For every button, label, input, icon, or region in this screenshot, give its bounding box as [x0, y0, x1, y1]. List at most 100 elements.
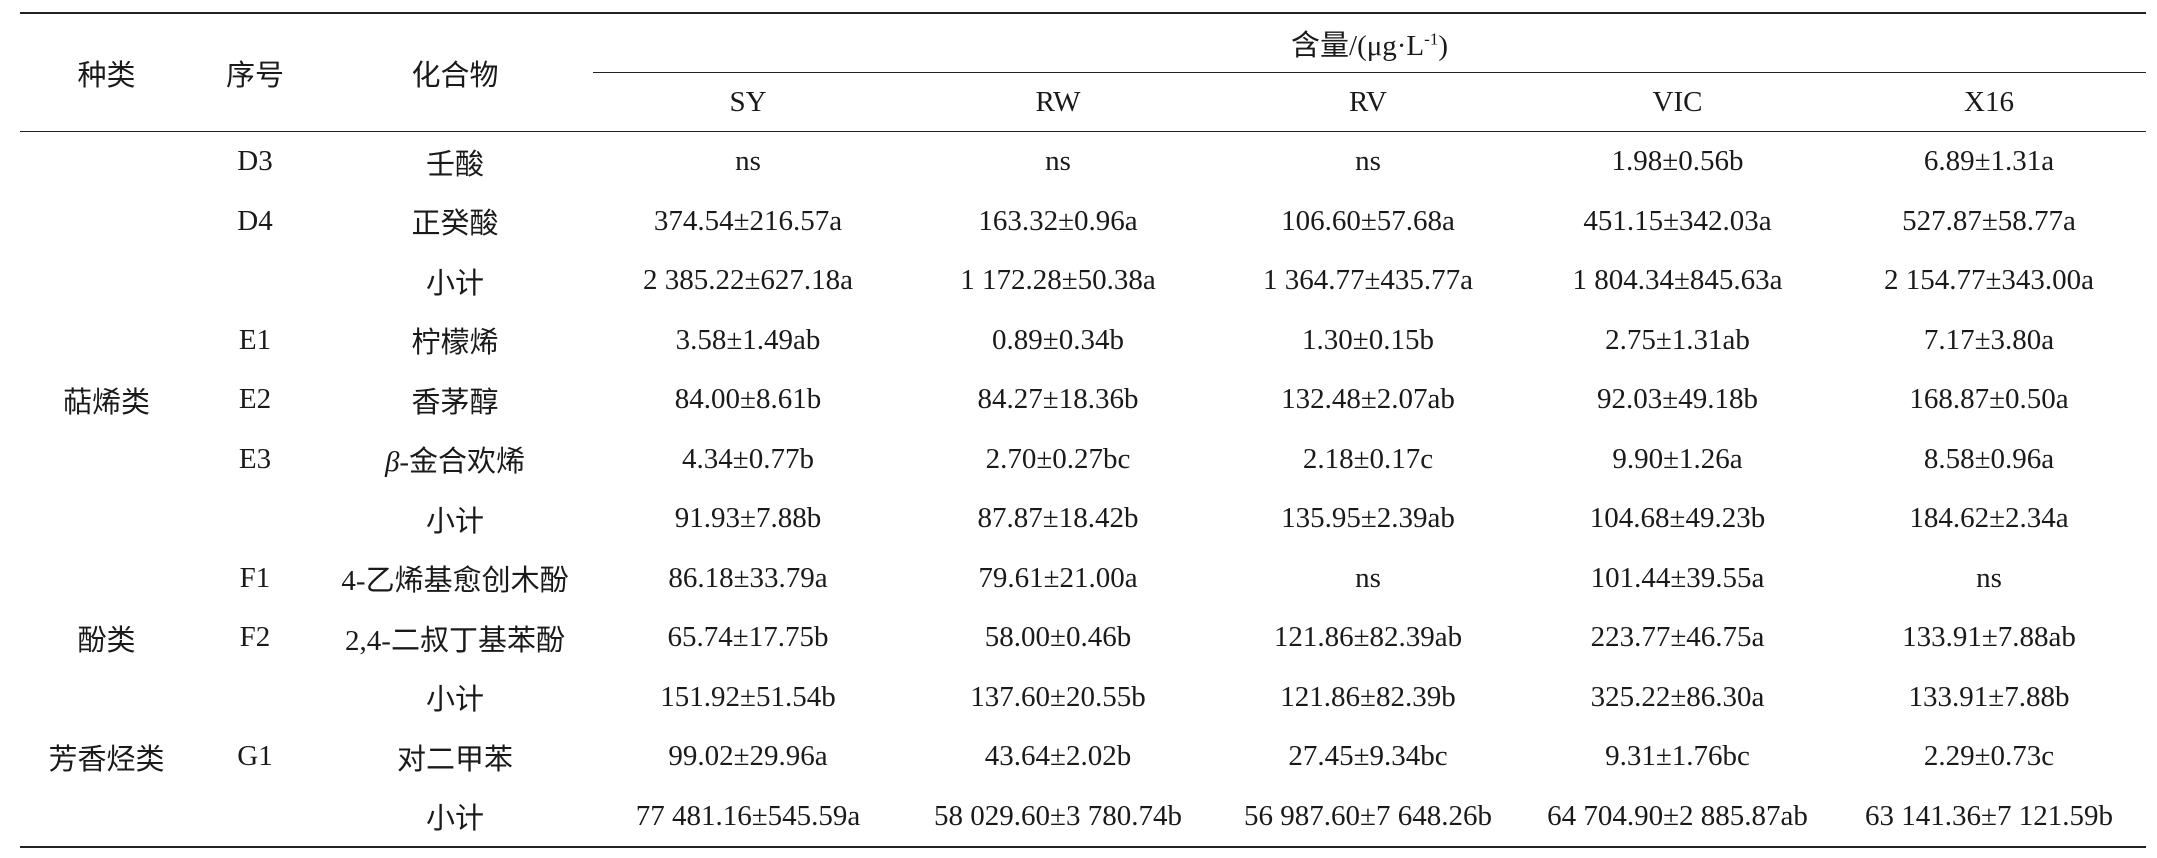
- header-sample: RV: [1349, 85, 1387, 118]
- id-cell: [193, 668, 317, 728]
- type-cell: [20, 132, 193, 192]
- id-cell: [193, 251, 317, 311]
- type-cell: [20, 787, 193, 848]
- value-cell: 135.95±2.39ab: [1281, 502, 1455, 535]
- compound-cell: 小计: [425, 684, 484, 717]
- type-cell: 酚类: [77, 624, 136, 657]
- table-header: 种类 序号 化合物 含量/(μg·L-1) SY RW RV VIC X16: [20, 13, 2147, 132]
- value-cell: 65.74±17.75b: [667, 621, 829, 654]
- value-cell: 132.48±2.07ab: [1281, 383, 1455, 416]
- value-cell: 1 804.34±845.63a: [1572, 264, 1783, 297]
- value-cell: 3.58±1.49ab: [675, 323, 821, 356]
- compound-cell: 对二甲苯: [396, 743, 513, 776]
- value-cell: 91.93±7.88b: [674, 502, 822, 535]
- value-cell: 151.92±51.54b: [660, 680, 836, 713]
- id-cell: D4: [237, 204, 273, 237]
- id-cell: E1: [238, 323, 272, 356]
- value-cell: 121.86±82.39b: [1280, 680, 1456, 713]
- value-cell: 2 385.22±627.18a: [642, 264, 854, 297]
- value-cell: 325.22±86.30a: [1590, 680, 1765, 713]
- value-cell: 84.27±18.36b: [977, 383, 1139, 416]
- compound-cell: 小计: [425, 803, 484, 836]
- value-cell: 104.68±49.23b: [1589, 502, 1766, 535]
- type-cell: [20, 192, 193, 252]
- value-cell: 2.29±0.73c: [1923, 740, 2055, 773]
- value-cell: 64 704.90±2 885.87ab: [1547, 799, 1808, 832]
- value-cell: 27.45±9.34bc: [1288, 740, 1448, 773]
- compound-cell: β-金合欢烯: [317, 430, 593, 490]
- value-cell: 1.30±0.15b: [1302, 323, 1434, 356]
- value-cell: 2.70±0.27bc: [985, 442, 1131, 475]
- value-cell: 374.54±216.57a: [653, 204, 843, 237]
- id-cell: F2: [239, 621, 271, 654]
- value-cell: ns: [1045, 145, 1071, 178]
- value-cell: 184.62±2.34a: [1909, 502, 2069, 535]
- value-cell: ns: [1976, 561, 2002, 594]
- value-cell: 101.44±39.55a: [1590, 561, 1765, 594]
- value-cell: 163.32±0.96a: [978, 204, 1138, 237]
- type-cell: [20, 430, 193, 490]
- value-cell: 2.18±0.17c: [1302, 442, 1434, 475]
- table-row: D3 壬酸 ns ns ns 1.98±0.56b 6.89±1.31a: [20, 132, 2146, 192]
- table-row: 芳香烃类 G1 对二甲苯 99.02±29.96a 43.64±2.02b 27…: [20, 727, 2146, 787]
- header-sample: SY: [729, 85, 767, 118]
- type-cell: [20, 489, 193, 549]
- compound-cell: 4-乙烯基愈创木酚: [341, 565, 569, 598]
- table-row: D4 正癸酸 374.54±216.57a 163.32±0.96a 106.6…: [20, 192, 2146, 252]
- table-body: D3 壬酸 ns ns ns 1.98±0.56b 6.89±1.31a D4 …: [20, 132, 2146, 848]
- value-cell: 84.00±8.61b: [674, 383, 822, 416]
- value-cell: 168.87±0.50a: [1909, 383, 2069, 416]
- header-compound: 化合物: [411, 59, 499, 92]
- header-content-sup: -1: [1424, 29, 1439, 49]
- header-sample: X16: [1964, 85, 2014, 118]
- table-row: 小计 77 481.16±545.59a 58 029.60±3 780.74b…: [20, 787, 2146, 848]
- type-cell: 芳香烃类: [48, 743, 165, 776]
- table-row: E1 柠檬烯 3.58±1.49ab 0.89±0.34b 1.30±0.15b…: [20, 311, 2146, 371]
- value-cell: ns: [1355, 561, 1381, 594]
- table-row: 小计 2 385.22±627.18a 1 172.28±50.38a 1 36…: [20, 251, 2146, 311]
- type-cell: [20, 549, 193, 609]
- value-cell: 121.86±82.39ab: [1273, 621, 1463, 654]
- id-cell: E2: [238, 383, 272, 416]
- value-cell: 6.89±1.31a: [1923, 145, 2055, 178]
- value-cell: 106.60±57.68a: [1281, 204, 1455, 237]
- type-cell: [20, 311, 193, 371]
- value-cell: 8.58±0.96a: [1923, 442, 2055, 475]
- compound-cell: 正癸酸: [411, 208, 499, 241]
- value-cell: 133.91±7.88b: [1908, 680, 2070, 713]
- value-cell: 133.91±7.88ab: [1902, 621, 2076, 654]
- compound-cell: 壬酸: [425, 148, 484, 181]
- compound-name: -金合欢烯: [399, 446, 526, 479]
- id-cell: D3: [237, 145, 273, 178]
- value-cell: 527.87±58.77a: [1902, 204, 2076, 237]
- value-cell: 43.64±2.02b: [984, 740, 1132, 773]
- header-sample: RW: [1035, 85, 1081, 118]
- value-cell: 63 141.36±7 121.59b: [1865, 799, 2113, 832]
- compound-cell: 小计: [425, 267, 484, 300]
- header-sample: VIC: [1652, 85, 1703, 118]
- value-cell: 1.98±0.56b: [1611, 145, 1744, 178]
- value-cell: 7.17±3.80a: [1923, 323, 2055, 356]
- value-cell: 451.15±342.03a: [1583, 204, 1772, 237]
- table-row: 酚类 F2 2,4-二叔丁基苯酚 65.74±17.75b 58.00±0.46…: [20, 608, 2146, 668]
- id-cell: F1: [239, 561, 271, 594]
- id-cell: E3: [238, 442, 272, 475]
- value-cell: 0.89±0.34b: [992, 323, 1124, 356]
- compound-cell: 小计: [425, 505, 484, 538]
- value-cell: ns: [1355, 145, 1381, 178]
- value-cell: 58 029.60±3 780.74b: [934, 799, 1182, 832]
- header-content: 含量/(μg·L-1): [593, 13, 2147, 73]
- value-cell: 58.00±0.46b: [984, 621, 1132, 654]
- value-cell: 86.18±33.79a: [668, 561, 828, 594]
- value-cell: 2 154.77±343.00a: [1883, 264, 2095, 297]
- value-cell: 77 481.16±545.59a: [635, 799, 861, 832]
- table-row: E3 β-金合欢烯 4.34±0.77b 2.70±0.27bc 2.18±0.…: [20, 430, 2146, 490]
- table-row: 小计 91.93±7.88b 87.87±18.42b 135.95±2.39a…: [20, 489, 2146, 549]
- value-cell: 137.60±20.55b: [970, 680, 1146, 713]
- compound-cell: 香茅醇: [411, 386, 499, 419]
- table-row: 小计 151.92±51.54b 137.60±20.55b 121.86±82…: [20, 668, 2146, 728]
- value-cell: 9.31±1.76bc: [1605, 740, 1750, 773]
- id-cell: [193, 489, 317, 549]
- data-table: 种类 序号 化合物 含量/(μg·L-1) SY RW RV VIC X16 D…: [20, 12, 2147, 848]
